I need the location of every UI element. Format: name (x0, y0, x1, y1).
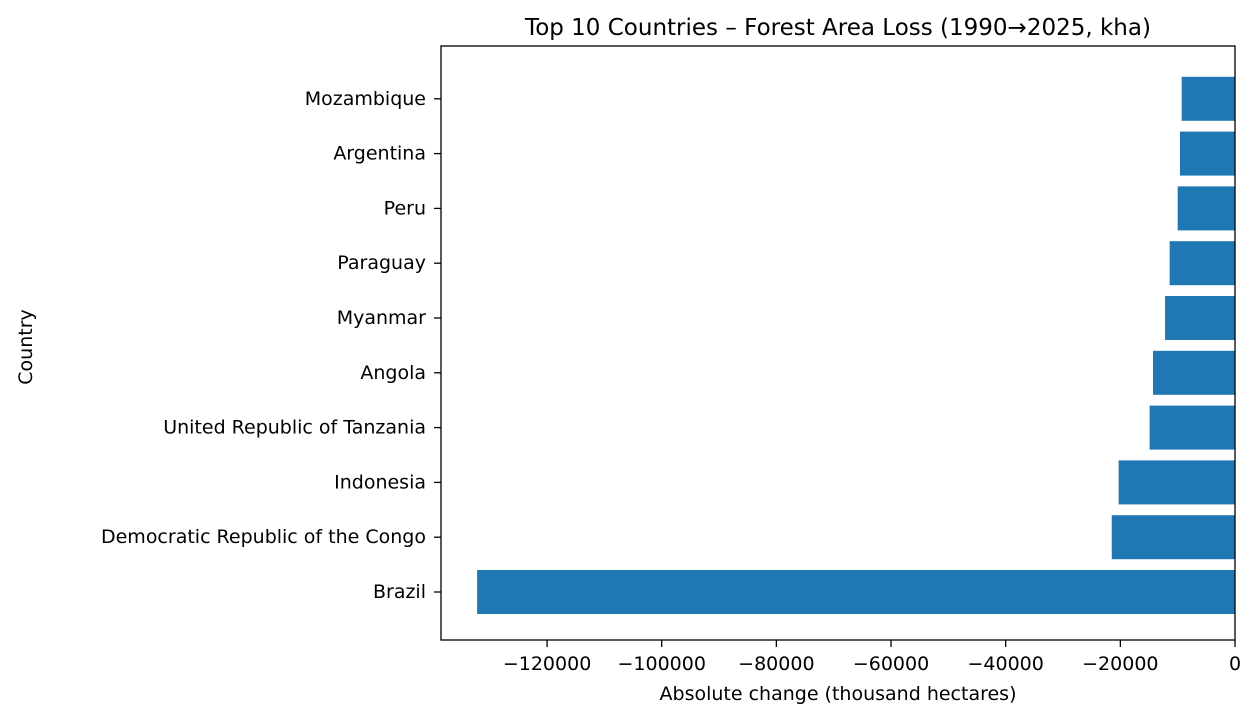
y-tick-label-8: Argentina (333, 143, 426, 165)
y-tick-label-7: Peru (384, 197, 426, 219)
y-tick-label-3: United Republic of Tanzania (163, 417, 426, 439)
bar-9 (1181, 76, 1235, 121)
chart-title: Top 10 Countries – Forest Area Loss (199… (524, 15, 1151, 41)
bar-6 (1169, 241, 1235, 286)
x-tick-label-4: −40000 (967, 653, 1043, 675)
x-tick-label-1: −100000 (617, 653, 705, 675)
bar-5 (1165, 296, 1235, 340)
x-ticks-group: −120000 −100000 −80000 −60000 −40000 −20000 0 (503, 640, 1241, 675)
bar-0 (477, 570, 1236, 614)
plot-frame (440, 45, 1236, 641)
bar-2 (1118, 460, 1235, 505)
y-tick-label-9: Mozambique (305, 88, 426, 110)
y-axis-label: Country (15, 309, 37, 384)
y-tick-label-5: Myanmar (337, 307, 426, 329)
x-tick-label-5: −20000 (1082, 653, 1158, 675)
bar-7 (1177, 186, 1235, 231)
y-tick-label-0: Brazil (373, 581, 426, 603)
x-tick-label-2: −80000 (738, 653, 814, 675)
y-tick-label-6: Paraguay (337, 252, 426, 274)
y-ticks-group: Brazil Democratic Republic of the Congo In… (101, 88, 441, 603)
y-tick-label-4: Angola (360, 362, 426, 384)
x-tick-label-6: 0 (1229, 653, 1241, 675)
x-tick-label-0: −120000 (503, 653, 591, 675)
x-tick-label-3: −60000 (853, 653, 929, 675)
bars-group (477, 76, 1236, 614)
bar-8 (1179, 131, 1235, 176)
y-tick-label-2: Indonesia (334, 471, 426, 493)
y-tick-label-1: Democratic Republic of the Congo (101, 526, 426, 548)
bar-3 (1149, 405, 1235, 450)
bar-4 (1153, 350, 1235, 395)
bar-1 (1111, 515, 1235, 560)
x-axis-label: Absolute change (thousand hectares) (660, 683, 1017, 705)
